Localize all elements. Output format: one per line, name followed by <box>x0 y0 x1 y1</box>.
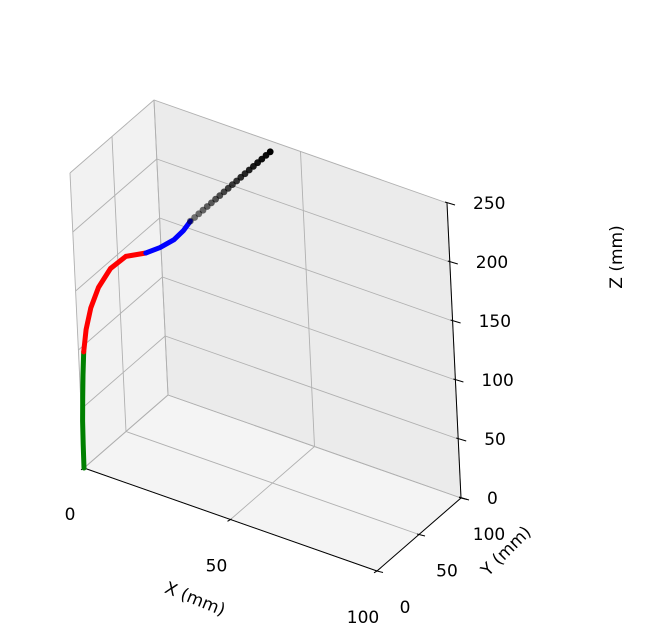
series-line-2 <box>143 218 193 256</box>
z-axis-label: Z (mm) <box>607 225 627 288</box>
z-tick <box>444 201 456 206</box>
grid-line-z <box>83 394 169 469</box>
z-tick <box>458 496 470 501</box>
grid-line-z <box>69 99 155 174</box>
y-tick-label: 100 <box>473 525 505 545</box>
grid-line-z <box>156 158 450 263</box>
series-line-0 <box>80 349 87 471</box>
x-tick-label: 50 <box>206 557 228 577</box>
z-tick-label: 250 <box>473 194 505 214</box>
z-tick-label: 100 <box>481 371 513 391</box>
grid-line-z <box>80 335 166 410</box>
z-tick-label: 150 <box>479 312 511 332</box>
series-line-1 <box>81 250 149 355</box>
z-tick-label: 50 <box>484 430 506 450</box>
chart-series <box>80 148 274 471</box>
z-tick <box>453 378 464 383</box>
grid-line-x <box>300 151 315 447</box>
grid-line-z <box>72 158 158 233</box>
series-point-3 <box>266 148 274 156</box>
y-tick-tick <box>374 570 384 573</box>
z-axis-line <box>446 202 462 499</box>
x-tick-tick <box>227 518 232 522</box>
grid-line-z <box>167 394 462 499</box>
z-tick <box>450 319 461 324</box>
chart-panes <box>69 98 462 572</box>
chart-axes <box>80 201 470 574</box>
y-tick-label: 50 <box>436 562 458 582</box>
x-tick-label: 100 <box>347 608 379 628</box>
grid-line-z <box>75 217 160 292</box>
z-tick-label: 0 <box>487 489 498 509</box>
x-tick-label: 0 <box>65 505 76 525</box>
grid-line-y <box>125 431 420 535</box>
z-tick <box>447 260 458 265</box>
grid-line-z <box>159 217 453 322</box>
grid-line-z <box>78 276 163 351</box>
y-tick-tick <box>416 533 426 537</box>
y-tick-label: 0 <box>400 598 411 618</box>
x-axis-label: X (mm) <box>162 578 228 620</box>
grid-line-z <box>162 276 456 381</box>
grid-line-y <box>111 136 127 432</box>
grid-line-z <box>153 99 448 204</box>
grid-line-z <box>165 335 459 440</box>
z-tick <box>456 437 467 442</box>
z-tick-label: 200 <box>476 253 508 273</box>
